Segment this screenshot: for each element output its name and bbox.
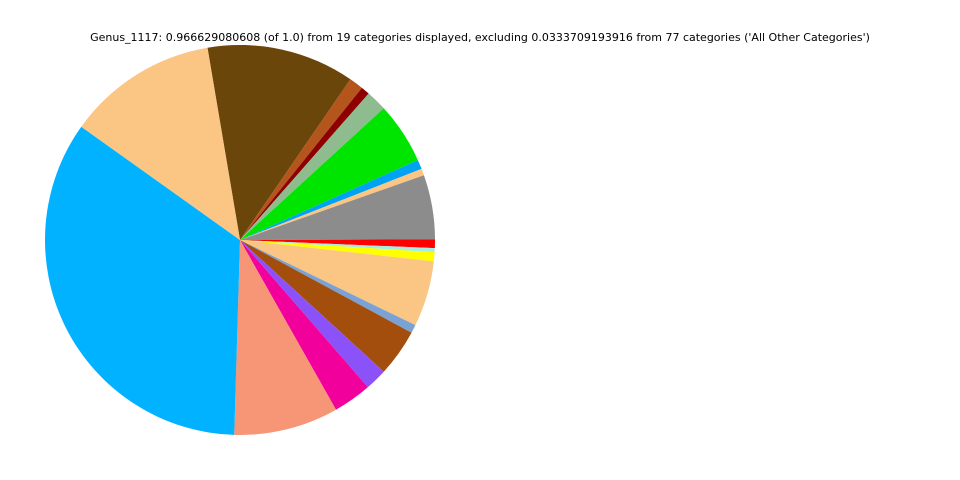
- pie-slice-18-deep-sky-blue: [45, 126, 240, 435]
- pie-slice-15-blue-violet: [240, 240, 384, 388]
- pie-slice-09-red: [240, 239, 436, 249]
- pie-slice-02-chocolate: [240, 79, 362, 240]
- chart-title: Genus_1117: 0.966629080608 (of 1.0) from…: [90, 31, 870, 44]
- pie-slice-11-yellow: [240, 240, 435, 262]
- pie-slice-13-blue-gray: [240, 240, 416, 333]
- pie-slice-17-salmon: [234, 240, 337, 435]
- pie-slice-12-peach: [240, 240, 434, 326]
- pie-slice-05-bright-green: [240, 108, 418, 240]
- pie-slice-10-pale-turquoise: [240, 240, 435, 253]
- pie-slice-04-dark-sea-green: [240, 93, 384, 240]
- pie-slice-19-peach-large: [81, 47, 240, 241]
- pie-slice-08-gray: [240, 175, 435, 240]
- pie-slice-01-dark-brown: [207, 45, 351, 240]
- pie-slice-03-dark-red: [240, 87, 369, 240]
- pie-slice-07-peach-sliver: [240, 168, 424, 240]
- pie-slice-06-dodger-blue: [240, 160, 422, 240]
- pie-slice-16-magenta: [240, 240, 368, 410]
- pie-slice-14-sienna: [240, 240, 412, 372]
